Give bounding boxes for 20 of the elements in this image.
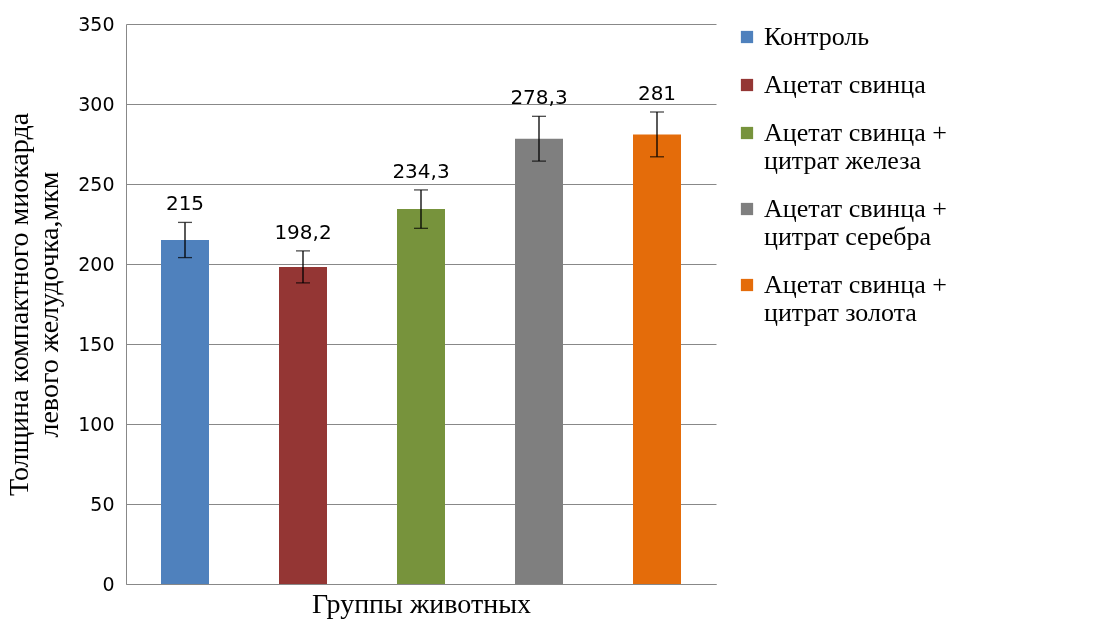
legend-label: Ацетат свинца + цитрат золота <box>764 270 947 327</box>
y-axis-title: Толщина компактного миокарда левого желудочка,мкм <box>3 112 65 497</box>
legend-label: Ацетат свинца + цитрат железа <box>764 118 947 175</box>
legend-label: Ацетат свинца + цитрат серебра <box>764 194 947 251</box>
y-tick-label: 250 <box>78 172 115 195</box>
data-label: 215 <box>165 191 205 216</box>
legend-label: Ацетат свинца <box>764 70 927 99</box>
y-tick-label: 50 <box>90 492 115 515</box>
data-label: 234,3 <box>392 158 450 183</box>
x-axis-title: Группы животных <box>312 587 531 619</box>
y-tick-label: 0 <box>102 572 115 595</box>
y-tick-label: 100 <box>78 412 115 435</box>
data-label: 281 <box>637 81 677 105</box>
y-tick-label: 350 <box>78 12 115 35</box>
y-tick-label: 300 <box>78 92 115 115</box>
y-tick-label: 150 <box>78 332 115 355</box>
y-tick-label: 200 <box>78 252 115 275</box>
legend-label: Контроль <box>764 22 870 51</box>
data-label: 198,2 <box>274 219 332 244</box>
data-label: 278,3 <box>510 85 568 110</box>
